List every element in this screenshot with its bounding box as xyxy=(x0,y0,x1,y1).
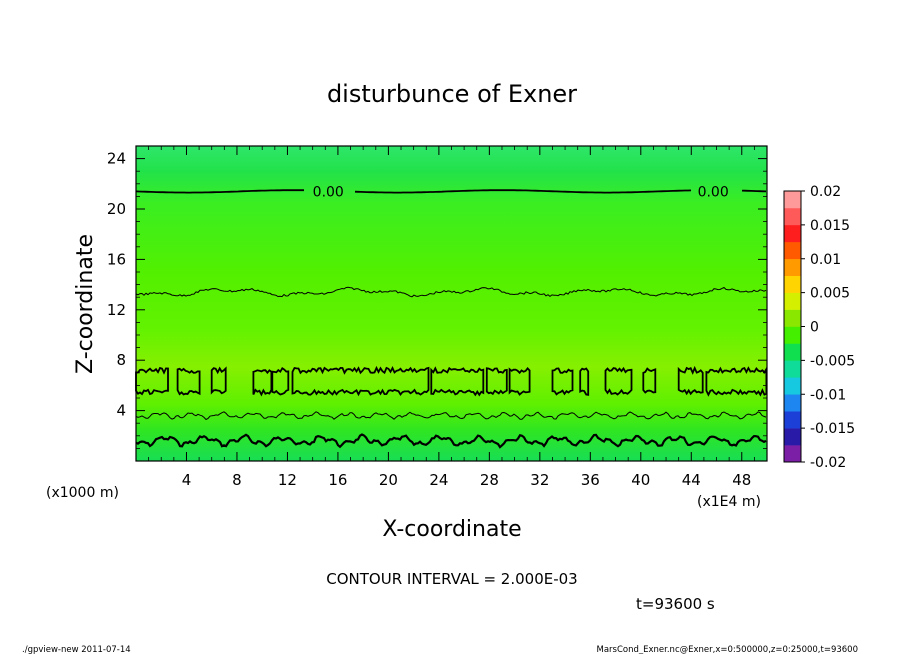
colorbar-segment xyxy=(784,377,801,395)
x-tick-label: 44 xyxy=(682,471,701,489)
contour-value-label: 0.00 xyxy=(313,184,344,200)
colorbar-label: 0.015 xyxy=(810,218,850,234)
colorbar-label: 0.01 xyxy=(810,252,841,268)
x-axis-ticks: 4 8 12 16 20 24 28 32 36 40 44 48 xyxy=(148,146,755,489)
contour-value-label: 0.00 xyxy=(698,184,729,200)
x-tick-label: 28 xyxy=(480,471,499,489)
contour-blob xyxy=(135,366,169,396)
y-axis-ticks: 4 8 12 16 20 24 xyxy=(107,150,767,449)
y-tick-label: 20 xyxy=(107,200,126,218)
y-tick-label: 8 xyxy=(116,351,126,369)
colorbar-segment xyxy=(784,207,801,226)
contour-line-zero xyxy=(741,189,767,193)
colorbar-segment xyxy=(784,360,801,378)
colorbar-label: 0 xyxy=(810,320,819,336)
contour-interval-text: CONTOUR INTERVAL = 2.000E-03 xyxy=(326,570,577,588)
colorbar-label: -0.01 xyxy=(810,387,846,403)
contour-blob xyxy=(430,366,485,397)
x-tick-label: 16 xyxy=(328,471,347,489)
x-tick-label: 20 xyxy=(379,471,398,489)
x-scale-note: (x1E4 m) xyxy=(697,494,761,510)
x-tick-label: 4 xyxy=(182,471,192,489)
x-tick-label: 8 xyxy=(232,471,242,489)
colorbar-label: -0.005 xyxy=(810,353,855,369)
colorbar-labels: 0.02 0.015 0.01 0.005 0 -0.005 -0.01 -0.015 -0.0… xyxy=(801,184,855,471)
colorbar-segment xyxy=(784,394,801,412)
contour-blob xyxy=(271,367,290,396)
colorbar-segment xyxy=(784,292,801,310)
colorbar-segment xyxy=(784,258,801,276)
x-tick-label: 40 xyxy=(631,471,650,489)
contour-label-group: 0.00 0.00 xyxy=(313,184,729,200)
x-tick-label: 48 xyxy=(732,471,751,489)
colorbar-label: 0.005 xyxy=(810,286,850,302)
footer-right: MarsCond_Exner.nc@Exner,x=0:500000,z=0:2… xyxy=(596,645,858,654)
colorbar-segment xyxy=(784,343,801,361)
x-tick-label: 36 xyxy=(581,471,600,489)
y-tick-label: 12 xyxy=(107,301,126,319)
y-tick-label: 24 xyxy=(107,150,126,168)
contour-blob xyxy=(677,365,704,396)
y-tick-label: 16 xyxy=(107,250,126,268)
contour-line xyxy=(135,286,767,298)
colorbar xyxy=(783,190,802,463)
x-tick-label: 12 xyxy=(278,471,297,489)
y-tick-label: 4 xyxy=(116,402,126,420)
x-tick-label: 24 xyxy=(429,471,448,489)
contour-blob xyxy=(291,365,430,397)
colorbar-segment xyxy=(784,445,801,463)
contour-line xyxy=(135,433,767,449)
y-axis-label: Z-coordinate xyxy=(73,234,98,374)
colorbar-segment xyxy=(784,191,801,209)
contour-lines xyxy=(135,189,768,449)
x-tick-label: 32 xyxy=(530,471,549,489)
contour-blob xyxy=(551,367,574,396)
contour-blob xyxy=(485,367,508,396)
colorbar-segment xyxy=(784,326,801,344)
contour-blob xyxy=(579,367,590,396)
colorbar-segment xyxy=(784,224,801,243)
contour-line xyxy=(135,411,767,421)
colorbar-segment xyxy=(784,309,801,327)
contour-blob xyxy=(210,366,227,395)
contour-blob xyxy=(176,367,201,396)
footer-left: ./gpview-new 2011-07-14 xyxy=(22,645,131,654)
contour-blob xyxy=(508,367,531,396)
contour-blob xyxy=(604,366,633,396)
colorbar-segment xyxy=(784,275,801,293)
colorbar-segment xyxy=(784,411,801,429)
chart-title: disturbunce of Exner xyxy=(327,80,577,108)
time-text: t=93600 s xyxy=(636,595,715,613)
contour-line-zero xyxy=(135,189,304,194)
contour-line-zero xyxy=(354,189,692,194)
colorbar-label: -0.02 xyxy=(810,455,846,471)
plot-field xyxy=(136,146,767,461)
colorbar-label: -0.015 xyxy=(810,421,855,437)
x-unit-label: (x1000 m) xyxy=(46,485,119,501)
colorbar-segment xyxy=(784,241,801,260)
colorbar-segment xyxy=(784,428,801,446)
contour-blob xyxy=(642,367,657,394)
x-axis-label: X-coordinate xyxy=(382,517,521,542)
colorbar-label: 0.02 xyxy=(810,184,841,200)
